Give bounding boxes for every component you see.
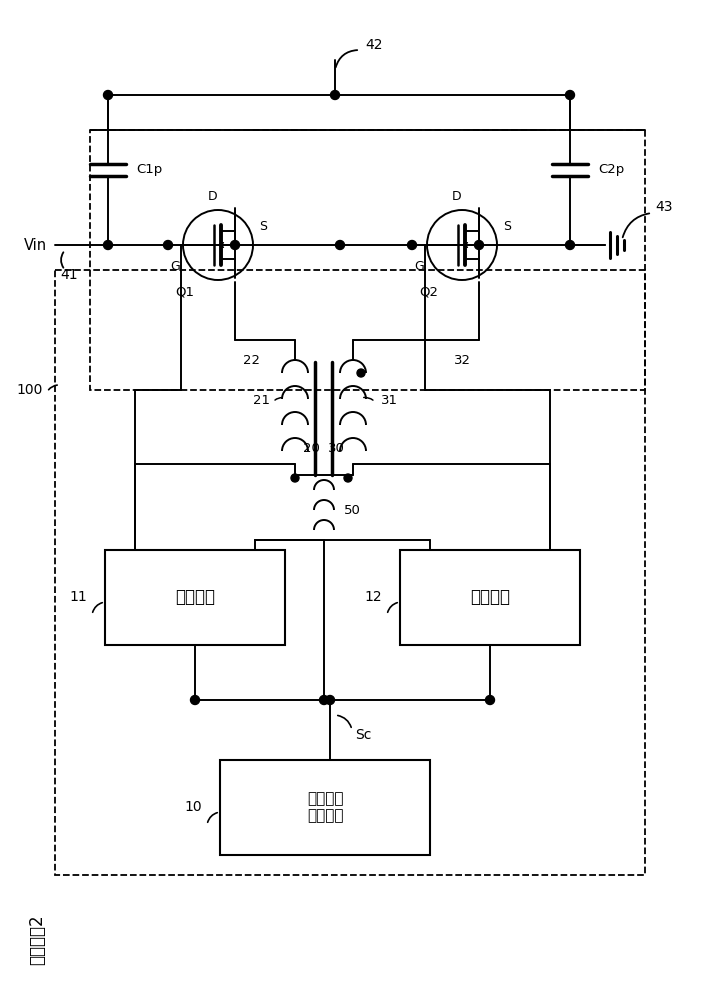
- Bar: [55, 270, 645, 875]
- Text: S: S: [259, 221, 267, 233]
- Text: S: S: [503, 221, 511, 233]
- Circle shape: [566, 91, 574, 100]
- Text: 20: 20: [303, 442, 320, 456]
- Text: 驱动电路: 驱动电路: [470, 588, 510, 606]
- Text: 驱动电路: 驱动电路: [175, 588, 215, 606]
- Text: D: D: [452, 190, 462, 204]
- Circle shape: [486, 696, 494, 704]
- Text: Sc: Sc: [355, 728, 371, 742]
- Circle shape: [326, 696, 334, 704]
- Circle shape: [190, 696, 199, 704]
- Text: G: G: [170, 260, 180, 273]
- Circle shape: [336, 240, 345, 249]
- Circle shape: [230, 240, 239, 249]
- Circle shape: [357, 369, 365, 377]
- Text: 32: 32: [454, 354, 471, 366]
- Text: 100: 100: [17, 383, 43, 397]
- Text: 42: 42: [365, 38, 383, 52]
- Circle shape: [319, 696, 329, 704]
- Text: 41: 41: [60, 268, 78, 282]
- Circle shape: [407, 240, 416, 249]
- Text: 实施方式2: 实施方式2: [28, 915, 46, 965]
- Text: 21: 21: [253, 393, 270, 406]
- Bar: [105, 550, 285, 645]
- Text: Vin: Vin: [24, 237, 47, 252]
- Text: 10: 10: [185, 800, 202, 814]
- Text: 22: 22: [243, 354, 260, 366]
- Circle shape: [475, 240, 484, 249]
- Circle shape: [331, 91, 340, 100]
- Text: 30: 30: [328, 442, 345, 456]
- Text: 31: 31: [381, 393, 398, 406]
- Text: 50: 50: [344, 504, 361, 516]
- Circle shape: [291, 474, 299, 482]
- Circle shape: [344, 474, 352, 482]
- Bar: [220, 760, 430, 855]
- Circle shape: [164, 240, 173, 249]
- Text: G: G: [414, 260, 424, 273]
- Bar: [400, 550, 580, 645]
- Text: C1p: C1p: [136, 163, 162, 176]
- Text: 11: 11: [69, 590, 87, 604]
- Text: 控制信号
产生电路: 控制信号 产生电路: [307, 791, 343, 823]
- Text: Q1: Q1: [176, 286, 194, 298]
- Text: 43: 43: [655, 200, 673, 214]
- Circle shape: [103, 91, 112, 100]
- Text: D: D: [208, 190, 218, 204]
- Circle shape: [103, 240, 112, 249]
- Text: Q2: Q2: [420, 286, 439, 298]
- Text: 12: 12: [364, 590, 382, 604]
- Bar: [90, 130, 645, 390]
- Circle shape: [566, 240, 574, 249]
- Text: C2p: C2p: [598, 163, 624, 176]
